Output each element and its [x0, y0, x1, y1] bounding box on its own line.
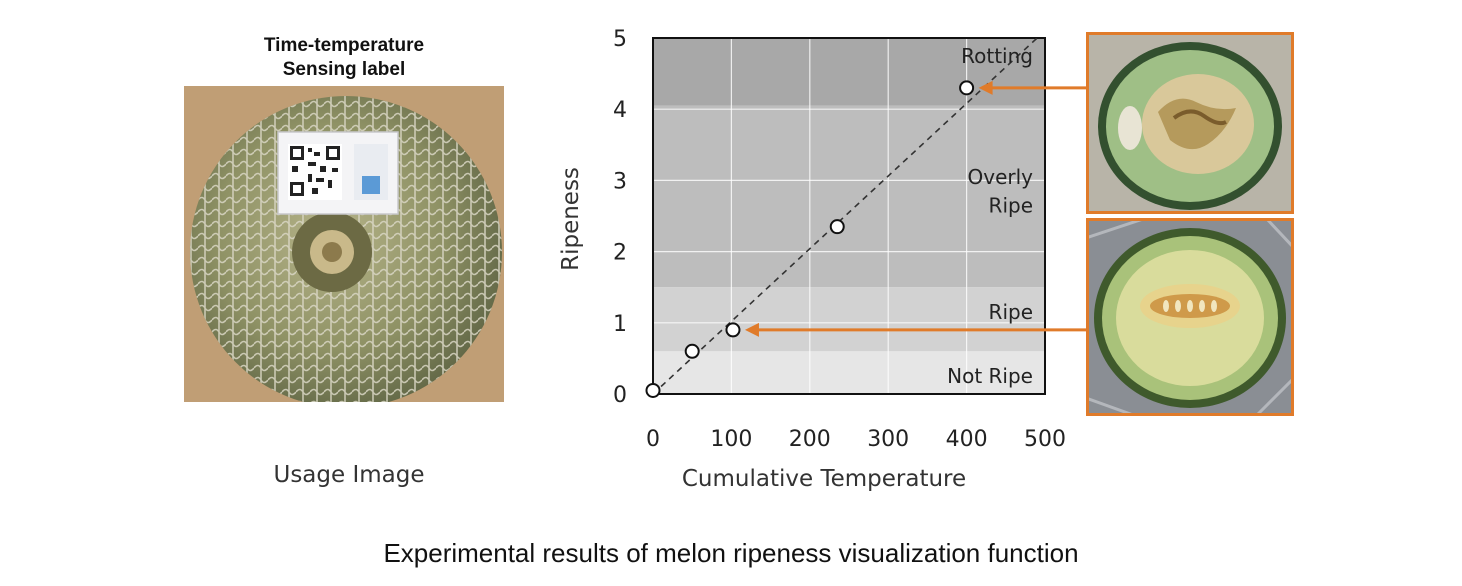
data-point [829, 219, 845, 235]
ripe-melon-photo [1086, 218, 1294, 416]
rotting-melon-photo [1086, 32, 1294, 214]
y-tick-label: 2 [613, 241, 627, 266]
band-label: Not Ripe [947, 364, 1033, 388]
band-labels: Rotting Overly Ripe Ripe Not Ripe [947, 44, 1033, 388]
y-tick-label: 1 [613, 312, 627, 337]
x-tick-label: 300 [867, 427, 909, 452]
usage-image-caption: Usage Image [273, 462, 425, 488]
x-tick-labels: 0 100 200 300 400 500 [646, 427, 1066, 452]
band-label: Ripe [989, 193, 1033, 217]
y-tick-label: 5 [613, 27, 627, 52]
x-axis-label: Cumulative Temperature [682, 466, 966, 492]
band-ripe [653, 287, 1045, 352]
melon-label-photo [184, 86, 504, 402]
ripeness-bands [653, 38, 1045, 394]
band-label: Rotting [961, 44, 1033, 68]
data-point [684, 343, 700, 359]
y-tick-label: 0 [613, 383, 627, 408]
x-tick-label: 400 [946, 427, 988, 452]
x-tick-label: 200 [789, 427, 831, 452]
plot-frame [652, 37, 1046, 395]
photo-arrows [744, 80, 1088, 337]
y-axis-label: Ripeness [558, 167, 584, 271]
data-points [645, 80, 975, 398]
band-overly-ripe [653, 105, 1045, 288]
arrow-head-ripe [744, 322, 759, 337]
label-title-line1: Time-temperature [263, 35, 425, 56]
data-point [645, 382, 661, 398]
y-tick-label: 4 [613, 98, 627, 123]
y-tick-label: 3 [613, 169, 627, 194]
label-title: Time-temperature Sensing label [184, 34, 504, 82]
band-not-ripe [653, 351, 1045, 394]
x-tick-label: 0 [646, 427, 660, 452]
arrow-head-rotting [978, 80, 993, 95]
figure-caption: Experimental results of melon ripeness v… [383, 538, 1079, 568]
x-tick-label: 500 [1024, 427, 1066, 452]
band-label: Ripe [989, 300, 1033, 324]
data-point [959, 80, 975, 96]
band-label: Overly [968, 165, 1034, 189]
x-tick-label: 100 [710, 427, 752, 452]
label-title-line2: Sensing label [282, 59, 406, 80]
data-point [725, 322, 741, 338]
y-tick-labels: 0 1 2 3 4 5 [613, 27, 627, 408]
band-rotting [653, 38, 1045, 106]
